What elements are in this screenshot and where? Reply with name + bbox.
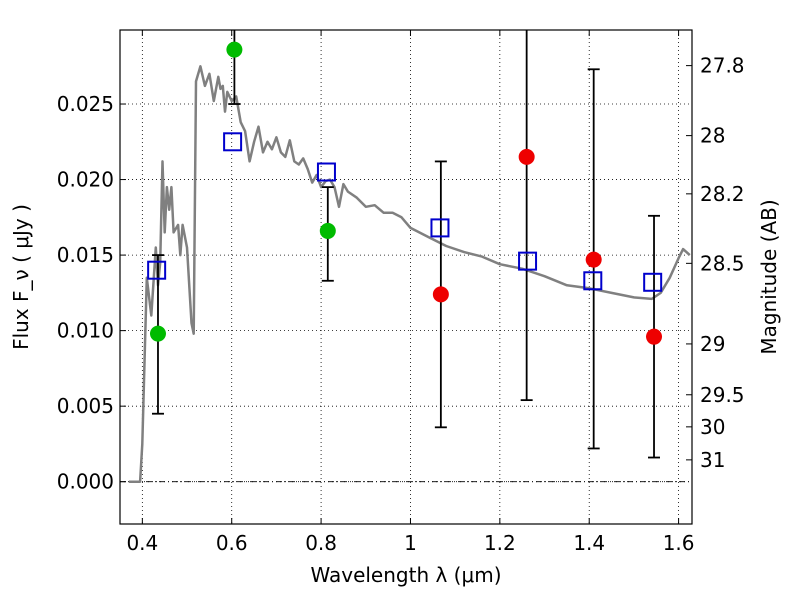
- template-spectrum: [128, 65, 691, 483]
- magnitude-tick-label: 27.8: [700, 54, 745, 78]
- x-tick-label: 1.6: [663, 531, 695, 555]
- y-axis-label: Flux F_ν ( μJy ): [9, 204, 33, 350]
- x-tick-label: 0.6: [216, 531, 248, 555]
- green-data-point: [226, 41, 243, 58]
- y-tick-label: 0.000: [57, 470, 114, 494]
- y-tick-label: 0.020: [57, 168, 114, 192]
- model-square: [147, 260, 167, 280]
- model-square: [583, 271, 603, 291]
- red-data-point: [585, 251, 602, 268]
- x-tick-label: 1.2: [484, 531, 516, 555]
- red-data-point: [432, 286, 449, 303]
- magnitude-tick-label: 29: [700, 332, 725, 356]
- grid: [120, 30, 692, 524]
- model-square: [316, 162, 336, 182]
- x-axis-label: Wavelength λ (μm): [310, 563, 501, 587]
- x-tick-label: 0.4: [126, 531, 158, 555]
- magnitude-axis-ticks: 27.8 28 28.2 28.5 29 29.5 30 31: [686, 54, 745, 472]
- x-tick-label: 0.8: [305, 531, 337, 555]
- green-data-point: [319, 222, 336, 239]
- green-data-point: [149, 325, 166, 342]
- y-tick-label: 0.005: [57, 394, 114, 418]
- x-axis-ticks: 0.4 0.6 0.8 1 1.2 1.4 1.6: [126, 30, 695, 555]
- x-tick-label: 1.4: [573, 531, 605, 555]
- model-square: [643, 272, 663, 292]
- model-square: [518, 251, 538, 271]
- red-data-point: [646, 328, 663, 345]
- y-tick-label: 0.015: [57, 243, 114, 267]
- plot-frame: [119, 29, 693, 525]
- spectrum-line: [128, 65, 691, 483]
- red-data-point: [518, 148, 535, 165]
- y-axis-ticks: 0.000 0.005 0.010 0.015 0.020 0.025: [57, 92, 126, 494]
- y-tick-label: 0.010: [57, 319, 114, 343]
- model-square: [223, 132, 243, 152]
- model-square: [430, 218, 450, 238]
- magnitude-tick-label: 31: [700, 448, 725, 472]
- right-axis-label: Magnitude (AB): [757, 199, 781, 354]
- magnitude-tick-label: 28.5: [700, 251, 745, 275]
- magnitude-tick-label: 30: [700, 415, 725, 439]
- magnitude-tick-label: 28.2: [700, 182, 745, 206]
- y-tick-label: 0.025: [57, 92, 114, 116]
- x-tick-label: 1: [404, 531, 417, 555]
- magnitude-tick-label: 28: [700, 124, 725, 148]
- magnitude-tick-label: 29.5: [700, 383, 745, 407]
- data-points: [147, 41, 663, 345]
